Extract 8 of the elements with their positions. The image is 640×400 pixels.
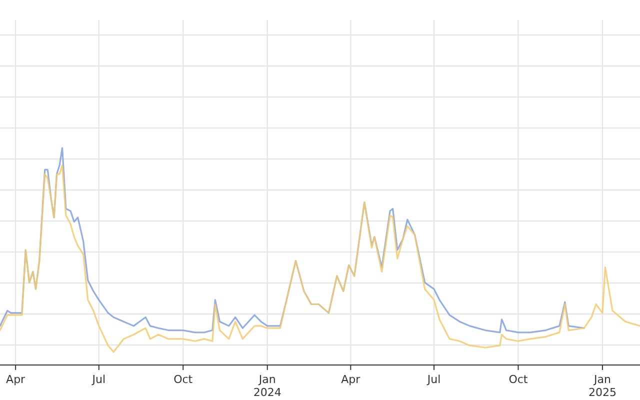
x-tick-label: Jul — [91, 373, 106, 386]
x-tick-label: Jul — [426, 373, 441, 386]
x-tick-label: Jan 2025 — [588, 373, 616, 399]
x-tick-label: Oct — [174, 373, 194, 386]
x-tick-label: Jan 2024 — [253, 373, 282, 399]
x-tick-label: Apr — [341, 373, 361, 386]
x-tick-label: Oct — [508, 373, 528, 386]
x-tick-label: Apr — [6, 373, 26, 386]
